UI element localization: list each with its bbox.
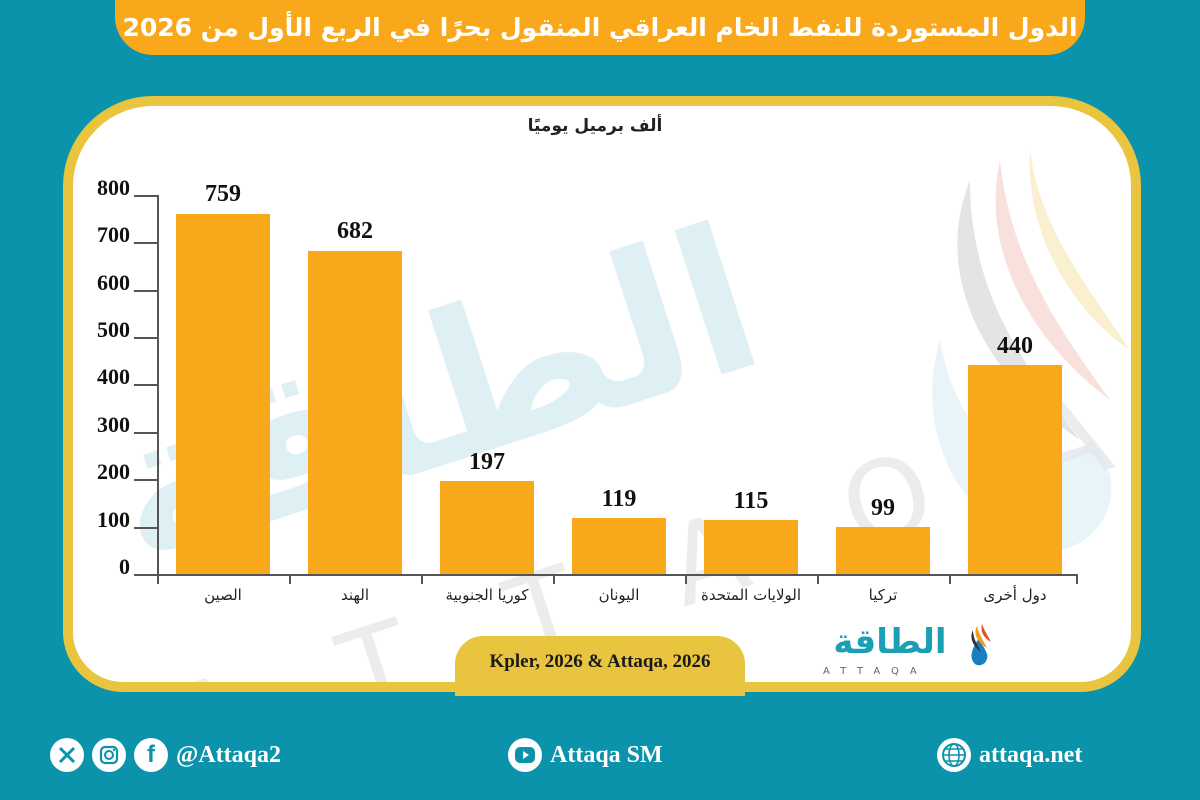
x-tick <box>817 574 819 584</box>
y-tick-label: 300 <box>97 412 130 437</box>
y-tick <box>134 574 158 576</box>
source-tab: Kpler, 2026 & Attaqa, 2026 <box>455 636 745 696</box>
youtube-channel[interactable]: Attaqa SM <box>550 741 663 768</box>
category-label: دول أخرى <box>983 586 1047 604</box>
category-label: تركيا <box>868 586 898 604</box>
attaqa-logo: الطاقة ATTAQA <box>815 622 991 684</box>
bar-value-label: 119 <box>601 486 637 512</box>
category-label: الولايات المتحدة <box>700 586 802 604</box>
logo-arabic-text: الطاقة <box>833 622 947 662</box>
y-tick <box>134 337 158 339</box>
x-tick <box>553 574 555 584</box>
y-tick-label: 0 <box>119 554 130 579</box>
bar-china[interactable] <box>176 214 270 574</box>
bar-turkey[interactable] <box>836 527 930 574</box>
y-tick <box>134 527 158 529</box>
x-tick <box>949 574 951 584</box>
y-tick <box>134 384 158 386</box>
y-tick-label: 400 <box>97 364 130 389</box>
bar-south-korea[interactable] <box>440 481 534 574</box>
y-tick <box>134 195 158 197</box>
bar-value-label: 197 <box>469 449 505 475</box>
y-tick <box>134 290 158 292</box>
y-tick-label: 200 <box>97 459 130 484</box>
youtube-icon[interactable] <box>508 738 542 772</box>
y-tick-label: 100 <box>97 507 130 532</box>
facebook-icon[interactable]: f <box>134 738 168 772</box>
bar-value-label: 682 <box>337 218 373 244</box>
instagram-icon[interactable] <box>92 738 126 772</box>
title-banner: الدول المستوردة للنفط الخام العراقي المن… <box>115 0 1085 55</box>
bar-value-label: 440 <box>997 333 1033 359</box>
y-tick-label: 800 <box>97 175 130 200</box>
category-label: الصين <box>204 586 242 604</box>
source-text: Kpler, 2026 & Attaqa, 2026 <box>489 651 711 672</box>
bar-value-label: 115 <box>733 488 769 514</box>
x-axis <box>157 574 1077 576</box>
y-tick <box>134 479 158 481</box>
globe-icon[interactable] <box>937 738 971 772</box>
bar-united-states[interactable] <box>704 520 798 574</box>
bar-value-label: 99 <box>871 495 895 521</box>
website-link[interactable]: attaqa.net <box>937 737 1082 773</box>
x-tick <box>289 574 291 584</box>
bar-other-countries[interactable] <box>968 365 1062 574</box>
y-axis-unit-label: ألف برميل يوميًا <box>480 116 710 136</box>
website-url[interactable]: attaqa.net <box>979 741 1083 768</box>
x-tick <box>421 574 423 584</box>
bar-value-label: 759 <box>205 181 241 207</box>
chart-title: الدول المستوردة للنفط الخام العراقي المن… <box>122 13 1078 42</box>
social-links: f @Attaqa2 <box>50 737 281 773</box>
unit-text: ألف برميل يوميًا <box>527 116 663 136</box>
social-handle[interactable]: @Attaqa2 <box>176 741 281 768</box>
y-axis <box>157 195 159 581</box>
x-tick <box>157 574 159 584</box>
y-tick <box>134 432 158 434</box>
y-tick-label: 600 <box>97 270 130 295</box>
x-tick <box>685 574 687 584</box>
category-label: اليونان <box>598 586 640 604</box>
bar-india[interactable] <box>308 251 402 574</box>
y-tick <box>134 242 158 244</box>
youtube-link[interactable]: Attaqa SM <box>508 737 663 773</box>
x-tick <box>1076 574 1078 584</box>
flame-drop-icon <box>971 624 991 666</box>
x-twitter-icon[interactable] <box>50 738 84 772</box>
category-label: الهند <box>340 586 370 604</box>
y-tick-label: 700 <box>97 222 130 247</box>
category-label: كوريا الجنوبية <box>445 586 529 604</box>
bar-greece[interactable] <box>572 518 666 574</box>
y-tick-label: 500 <box>97 317 130 342</box>
logo-latin-text: ATTAQA <box>823 666 928 677</box>
